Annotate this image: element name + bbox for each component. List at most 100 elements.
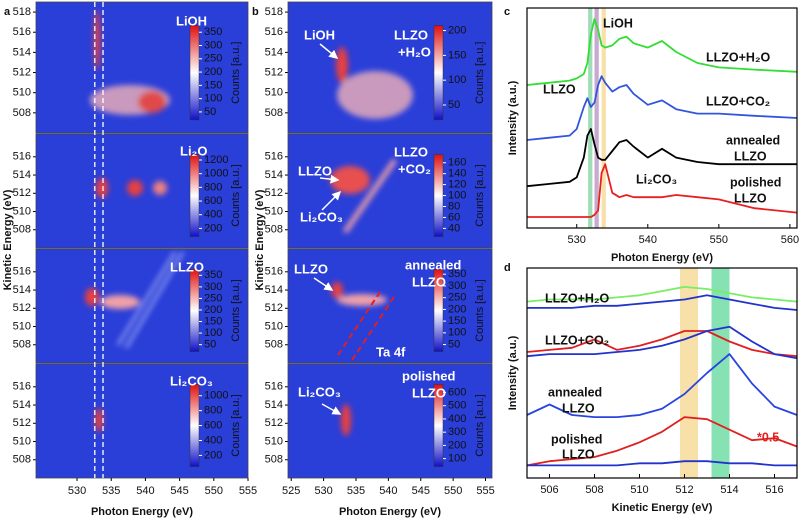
- colorbar-tick-label: 250: [204, 292, 222, 304]
- y-tick-label: 510: [13, 320, 31, 332]
- colorbar-tick-label: 140: [448, 168, 466, 180]
- colorbar-tick-label: 150: [204, 315, 222, 327]
- annotation: LLZO+CO₂: [545, 333, 609, 347]
- colorbar: [189, 154, 200, 237]
- colorbar: [433, 384, 444, 467]
- annotation: polished: [402, 368, 456, 383]
- series-line: [527, 460, 797, 467]
- highlight-band: [711, 268, 730, 478]
- x-tick-label: 530: [314, 485, 332, 497]
- y-tick-label: 516: [13, 381, 31, 393]
- y-tick-label: 508: [265, 454, 283, 466]
- annotation: LLZO+CO₂: [706, 94, 770, 108]
- y-tick-label: 512: [13, 417, 31, 429]
- colorbar-tick-label: 200: [204, 66, 222, 78]
- colorbar-label: Counts [a.u.]: [230, 164, 242, 226]
- panel-label: c: [504, 6, 510, 18]
- colorbar-tick-label: 400: [204, 209, 222, 221]
- series-line: [526, 416, 798, 467]
- annotation: LLZO: [543, 82, 576, 96]
- colorbar-tick-label: 350: [204, 269, 222, 281]
- annotation: LiOH: [603, 16, 633, 30]
- y-tick-label: 512: [13, 66, 31, 78]
- y-tick-label: 510: [265, 205, 283, 217]
- x-tick-label: 540: [639, 234, 657, 246]
- annotation: +H₂O: [398, 44, 431, 59]
- x-axis-label: Photon Energy (eV): [339, 506, 441, 518]
- colorbar-tick-label: 200: [204, 304, 222, 316]
- colorbar-tick-label: 150: [448, 49, 466, 61]
- y-tick-label: 516: [13, 26, 31, 38]
- x-tick-label: 540: [379, 485, 397, 497]
- colorbar-tick-label: 50: [204, 106, 216, 118]
- y-axis-label: Kinetic Energy (eV): [254, 189, 266, 290]
- colorbar-label: Counts [a.u.]: [230, 394, 242, 456]
- annotation: Li₂O: [180, 143, 207, 158]
- annotation: Ta 4f: [376, 344, 406, 359]
- y-tick-label: 516: [13, 151, 31, 163]
- annotation: LLZO+H₂O: [706, 50, 771, 64]
- x-tick-label: 545: [170, 485, 188, 497]
- panel-frame: [287, 363, 493, 479]
- colorbar-tick-label: 150: [204, 79, 222, 91]
- y-tick-label: 508: [13, 339, 31, 351]
- annotation: LLZO: [734, 149, 767, 163]
- colorbar-tick-label: 400: [204, 434, 222, 446]
- colorbar: [433, 269, 444, 352]
- series-line: [526, 325, 798, 360]
- highlight-band: [588, 8, 593, 228]
- series-line: [527, 163, 798, 218]
- highlight-band: [680, 268, 698, 478]
- highlight-band: [601, 8, 606, 228]
- colorbar-tick-label: 50: [448, 99, 460, 111]
- colorbar-tick-label: 200: [448, 439, 466, 451]
- y-tick-label: 508: [13, 107, 31, 119]
- colorbar-label: Counts [a.u.]: [474, 394, 486, 456]
- colorbar-tick-label: 100: [448, 74, 466, 86]
- series-line: [526, 128, 797, 188]
- y-tick-label: 512: [13, 302, 31, 314]
- colorbar-tick-label: 200: [204, 449, 222, 461]
- annotation: Li₂CO₃: [300, 209, 343, 224]
- heatmap-background: [288, 249, 492, 363]
- annotation: LLZO: [170, 259, 204, 274]
- y-tick-label: 514: [265, 169, 283, 181]
- x-tick-label: 530: [568, 234, 586, 246]
- colorbar-tick-label: 160: [448, 157, 466, 169]
- y-tick-label: 518: [265, 6, 283, 18]
- x-tick-label: 550: [710, 234, 728, 246]
- y-tick-label: 508: [13, 454, 31, 466]
- panel-label: a: [4, 6, 11, 18]
- colorbar-tick-label: 100: [204, 327, 222, 339]
- y-tick-label: 516: [265, 26, 283, 38]
- y-tick-label: 510: [265, 320, 283, 332]
- annotation: LLZO: [394, 27, 428, 42]
- x-tick-label: 506: [540, 484, 558, 496]
- y-axis-label: Kinetic Energy (eV): [2, 189, 14, 290]
- panel-frame: [35, 1, 249, 134]
- colorbar-label: Counts [a.u.]: [230, 42, 242, 104]
- y-tick-label: 510: [265, 435, 283, 447]
- colorbar-tick-label: 1000: [204, 390, 228, 402]
- panel-frame: [35, 133, 249, 249]
- annotation-lines: [313, 43, 395, 415]
- colorbar-tick-label: 40: [448, 222, 460, 234]
- colorbar-tick-label: 300: [448, 426, 466, 438]
- colorbar-tick-label: 300: [204, 281, 222, 293]
- x-axis-label: Photon Energy (eV): [91, 506, 193, 518]
- colorbar-tick-label: 1000: [204, 168, 228, 180]
- annotation: LLZO: [562, 401, 595, 415]
- panel-frame: [35, 248, 249, 364]
- colorbar: [189, 25, 200, 121]
- y-tick-label: 512: [265, 417, 283, 429]
- colorbar-tick-label: 400: [448, 413, 466, 425]
- x-tick-label: 535: [102, 485, 120, 497]
- annotation: +CO₂: [398, 161, 431, 176]
- x-tick-label: 525: [282, 485, 300, 497]
- colorbar-tick-label: 100: [204, 93, 222, 105]
- foreground: 50851051251451651850100150200250300350Co…: [2, 1, 799, 518]
- annotation: Li₂CO₃: [636, 172, 677, 186]
- y-tick-label: 514: [13, 399, 31, 411]
- colorbar-tick-label: 250: [448, 292, 466, 304]
